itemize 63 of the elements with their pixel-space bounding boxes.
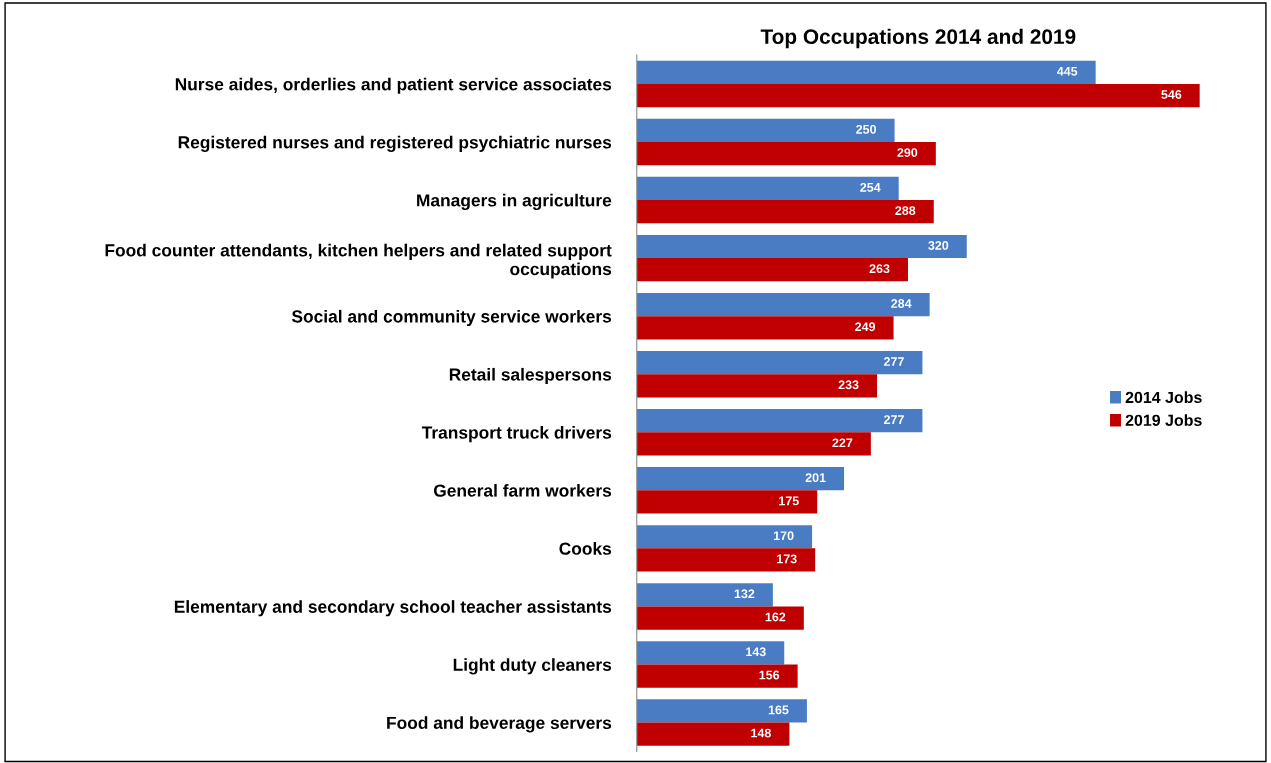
data-label: 227: [832, 438, 853, 448]
data-label: 170: [773, 531, 794, 541]
data-label: 263: [869, 264, 890, 274]
y-tick-label: Food counter attendants, kitchen helpers and related support occupations: [105, 243, 612, 279]
y-tick-label: Light duty cleaners: [453, 658, 612, 675]
bar: [636, 176, 899, 201]
bar: [636, 606, 804, 630]
y-tick-label: Nurse aides, orderlies and patient service associates: [175, 77, 612, 94]
data-label: 277: [883, 357, 904, 366]
y-tick-label: Managers in agriculture: [417, 193, 612, 211]
bar: [636, 292, 930, 317]
data-label: 290: [897, 148, 918, 157]
legend-label: 2014 Jobs: [1125, 391, 1202, 404]
data-label: 284: [891, 299, 912, 308]
bar: [636, 409, 923, 433]
bar: [636, 641, 785, 665]
y-tick-label: Retail salespersons: [449, 367, 612, 385]
y-tick-label: General farm workers: [433, 484, 612, 497]
y-tick-label: Registered nurses and registered psychiatric nurses: [178, 135, 612, 152]
bar: [636, 583, 773, 607]
bar: [636, 200, 934, 224]
data-label: 249: [855, 322, 876, 332]
bar: [636, 351, 923, 375]
data-label: 250: [856, 124, 877, 134]
bar: [636, 490, 818, 514]
bar: [636, 258, 908, 282]
bar: [636, 664, 798, 688]
bar: [636, 467, 845, 491]
data-label: 546: [1161, 90, 1182, 99]
chart-title: Top Occupations 2014 and 2019: [760, 28, 1076, 49]
bar: [636, 374, 878, 398]
data-label: 254: [860, 182, 881, 192]
bar: [636, 699, 807, 723]
bar: [636, 316, 894, 340]
data-label: 162: [765, 612, 786, 622]
data-label: 288: [895, 206, 916, 216]
data-label: 143: [746, 647, 766, 657]
bar: [636, 83, 1200, 108]
data-label: 175: [779, 496, 799, 506]
data-label: 165: [768, 705, 789, 715]
data-label: 132: [734, 589, 755, 599]
legend-label: 2019 Jobs: [1125, 414, 1202, 426]
bar: [636, 234, 967, 259]
bar: [636, 60, 1096, 84]
data-label: 148: [751, 728, 771, 738]
data-label: 277: [883, 415, 904, 424]
data-label: 156: [759, 670, 780, 680]
data-label: 445: [1056, 66, 1078, 76]
y-tick-label: Elementary and secondary school teacher assistants: [174, 600, 612, 617]
y-tick-label: Transport truck drivers: [421, 425, 612, 443]
bar: [636, 548, 816, 572]
y-tick-label: Social and community service workers: [291, 309, 612, 327]
data-label: 173: [777, 554, 797, 564]
data-label: 201: [805, 473, 826, 483]
bar: [636, 142, 936, 166]
y-tick-label: Food and beverage servers: [387, 716, 612, 733]
y-tick-label: Cooks: [559, 542, 612, 555]
data-label: 320: [928, 241, 949, 250]
bar: [636, 118, 895, 143]
bar: [636, 722, 790, 746]
bar: [636, 432, 871, 456]
bar: [636, 525, 813, 549]
data-label: 233: [838, 380, 859, 390]
